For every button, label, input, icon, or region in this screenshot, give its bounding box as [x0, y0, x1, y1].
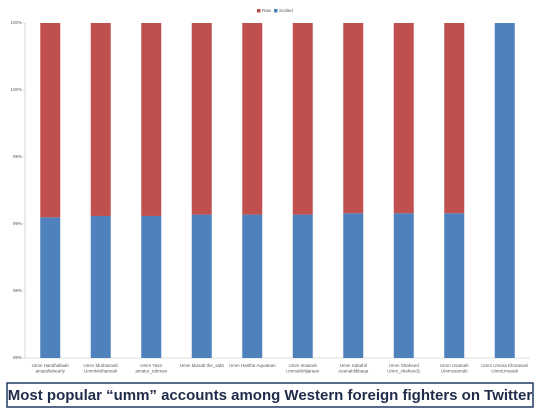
- legend-label: Raw: [262, 8, 272, 13]
- bar-segment: [242, 214, 263, 358]
- legend-swatch: [257, 9, 261, 13]
- bar-segment: [90, 23, 111, 216]
- bar-segment: [444, 213, 465, 358]
- y-tick-label: 99%: [13, 221, 22, 226]
- bar-segment: [292, 23, 313, 215]
- legend-swatch: [274, 9, 278, 13]
- chart-title: Most popular “umm” accounts among Wester…: [8, 387, 533, 404]
- bar-segment: [292, 214, 313, 358]
- bar-segment: [90, 215, 111, 358]
- bar-segment: [393, 23, 414, 214]
- bar-segment: [191, 23, 212, 215]
- y-tick-label: 99%: [13, 154, 22, 159]
- x-tick-label: Umm Umara Khorasani UmmUmarah: [481, 363, 528, 374]
- bar-segment: [343, 23, 364, 214]
- x-tick-label: Umm Yasir amatur_rahman: [135, 363, 167, 374]
- bar-segment: [141, 23, 162, 216]
- bar-segment: [393, 213, 414, 358]
- bar-segment: [242, 23, 263, 215]
- bar-segment: [40, 23, 61, 218]
- bar-segment: [191, 214, 212, 358]
- x-tick-label: Umm Muthannah UmmMuthannah: [83, 363, 118, 374]
- y-tick-label: 100%: [10, 20, 22, 25]
- x-tick-label: Umm Usamah Ummusamah: [440, 363, 469, 374]
- bar-segment: [444, 23, 465, 214]
- bar-segment: [494, 23, 515, 358]
- x-tick-label: Umm Handhallaah amatullahearly: [32, 363, 70, 374]
- y-tick-label: 100%: [10, 87, 22, 92]
- x-tick-label: Umm Musab the_sabt: [180, 363, 225, 368]
- x-tick-label: Umm Haritha Aquatean: [229, 363, 276, 368]
- x-tick-label: Umm Shaheed Umm_shaheed1: [387, 363, 421, 374]
- x-tick-label: Umm Sabahil Aeenahlibbaqa: [338, 363, 369, 374]
- x-tick-label: Umm Imaarah UmmahMijaraan: [286, 363, 320, 374]
- bar-segment: [141, 215, 162, 358]
- y-tick-label: 98%: [13, 355, 22, 360]
- bar-segment: [40, 217, 61, 358]
- caption-box: [6, 382, 534, 408]
- bar-segment: [343, 213, 364, 358]
- legend-label: Scaled: [279, 8, 293, 13]
- y-tick-label: 98%: [13, 288, 22, 293]
